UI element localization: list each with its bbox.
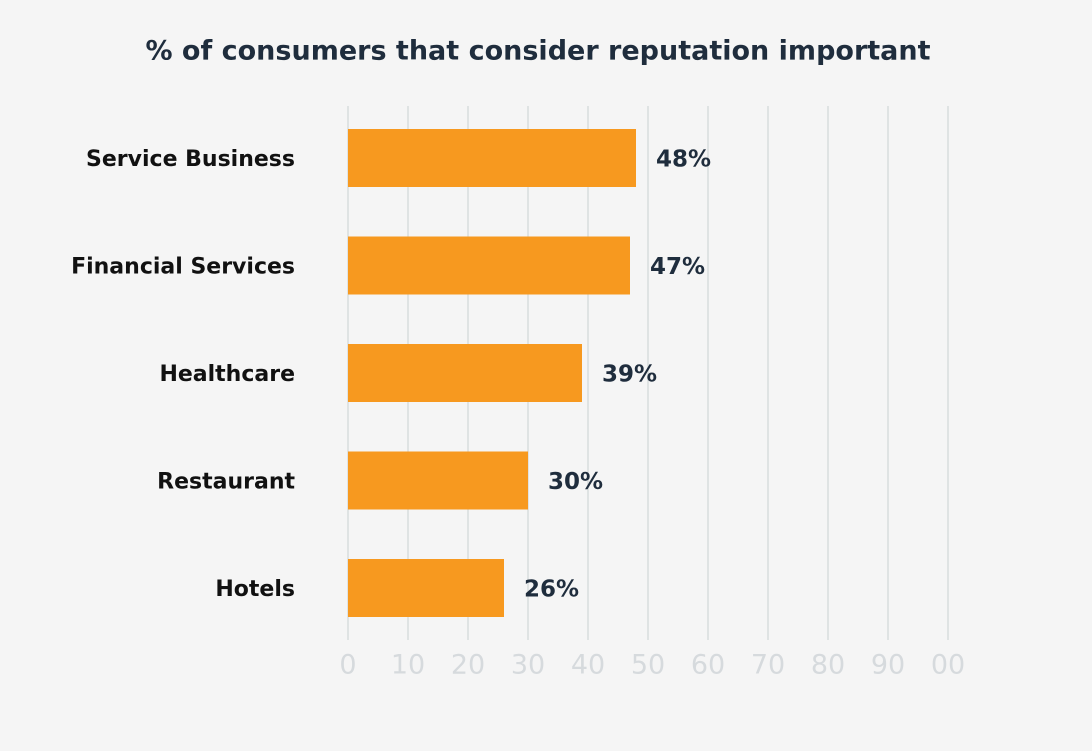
x-tick-label: 30 [511,650,545,681]
bar [348,344,582,402]
category-label: Financial Services [71,255,295,280]
value-label: 47% [650,254,705,280]
x-tick-label: 00 [931,650,965,681]
value-label: 30% [548,469,603,495]
bar [348,129,636,187]
x-tick-label: 90 [871,650,905,681]
value-label: 26% [524,577,579,603]
x-tick-label: 0 [339,650,356,681]
value-label: 39% [602,362,657,388]
chart-title: % of consumers that consider reputation … [145,36,930,67]
category-label: Hotels [215,577,295,602]
bar [348,559,504,617]
bar [348,236,630,295]
x-tick-label: 60 [691,650,725,681]
x-tick-label: 80 [811,650,845,681]
category-label: Service Business [86,147,295,172]
x-tick-label: 20 [451,650,485,681]
x-tick-label: 10 [391,650,425,681]
category-label: Healthcare [159,362,295,387]
x-tick-label: 70 [751,650,785,681]
value-label: 48% [656,147,711,173]
x-tick-label: 50 [631,650,665,681]
x-tick-label: 40 [571,650,605,681]
bar [348,451,528,510]
category-label: Restaurant [157,470,295,495]
